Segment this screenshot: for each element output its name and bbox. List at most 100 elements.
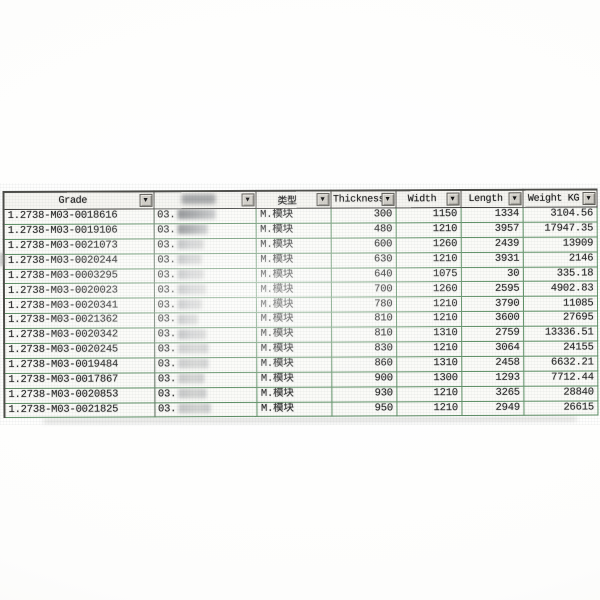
type-cell[interactable]: M.模块 [255,237,331,254]
length-cell[interactable]: 1334 [460,207,523,223]
thickness-cell[interactable]: 300 [330,207,396,223]
length-cell[interactable]: 30 [460,266,523,282]
grade-cell[interactable]: 1.2738-M03-0020023 [3,283,154,299]
length-cell[interactable]: 2759 [461,326,524,342]
length-cell[interactable]: 2439 [460,237,523,253]
type-cell[interactable]: M.模块 [256,327,332,343]
code-cell[interactable]: 03. [153,208,256,224]
type-cell[interactable]: M.模块 [256,401,332,417]
type-cell[interactable]: M.模块 [255,222,331,239]
width-cell[interactable]: 1260 [395,237,461,253]
width-cell[interactable]: 1210 [395,222,461,238]
thickness-cell[interactable]: 480 [330,222,396,238]
thickness-cell[interactable]: 930 [331,386,397,402]
length-cell[interactable]: 3790 [460,296,524,312]
code-cell[interactable]: 03. [153,238,256,254]
grade-cell[interactable]: 1.2738-M03-0021825 [4,402,155,418]
width-cell[interactable]: 1210 [396,401,462,417]
code-cell[interactable]: 03. [153,267,256,284]
thickness-cell[interactable]: 810 [331,312,397,328]
length-cell[interactable]: 2595 [460,281,523,297]
code-cell[interactable]: 03. [154,372,257,388]
grade-cell[interactable]: 1.2738-M03-0020342 [4,328,155,344]
grade-cell[interactable]: 1.2738-M03-0017867 [4,372,155,389]
grade-cell[interactable]: 1.2738-M03-0019484 [4,357,155,374]
code-cell[interactable]: 03. [154,402,257,418]
code-cell[interactable]: 03. [154,312,257,329]
filter-dropdown-button-width[interactable]: ▼ [446,192,460,206]
thickness-cell[interactable]: 780 [330,297,397,313]
weight-cell[interactable]: 3104.56 [522,206,597,223]
grade-cell[interactable]: 1.2738-M03-0020853 [4,387,155,404]
weight-cell[interactable]: 27695 [523,311,598,327]
grade-cell[interactable]: 1.2738-M03-0003295 [3,268,154,284]
length-cell[interactable]: 3957 [460,222,523,238]
code-cell[interactable]: 03. [153,253,256,269]
grade-cell[interactable]: 1.2738-M03-0020341 [3,298,155,314]
weight-cell[interactable]: 7712.44 [523,370,598,386]
weight-cell[interactable]: 335.18 [522,266,597,282]
grade-cell[interactable]: 1.2738-M03-0020244 [3,253,154,270]
width-cell[interactable]: 1300 [396,371,462,387]
type-cell[interactable]: M.模块 [255,267,331,283]
weight-cell[interactable]: 13336.51 [523,326,598,342]
type-cell[interactable]: M.模块 [255,252,331,268]
filter-dropdown-button-grade[interactable]: ▼ [139,193,153,207]
type-cell[interactable]: M.模块 [255,297,332,313]
length-cell[interactable]: 1293 [461,371,524,387]
thickness-cell[interactable]: 600 [330,237,396,253]
thickness-cell[interactable]: 700 [330,282,396,298]
weight-cell[interactable]: 13909 [522,236,597,252]
width-cell[interactable]: 1210 [395,296,462,313]
length-cell[interactable]: 3265 [461,385,524,402]
thickness-cell[interactable]: 630 [330,252,396,268]
type-cell[interactable]: M.模块 [256,357,332,373]
type-cell[interactable]: M.模块 [255,208,331,224]
code-cell[interactable]: 03. [153,297,257,314]
length-cell[interactable]: 2458 [461,356,524,372]
grade-cell[interactable]: 1.2738-M03-0021362 [4,313,155,329]
type-cell[interactable]: M.模块 [255,282,331,298]
filter-dropdown-button-weight-kg[interactable]: ▼ [582,191,596,206]
code-cell[interactable]: 03. [153,282,256,299]
code-cell[interactable]: 03. [154,387,257,403]
filter-dropdown-button-type[interactable]: ▼ [316,193,330,207]
length-cell[interactable]: 3064 [461,341,524,357]
grade-cell[interactable]: 1.2738-M03-0021073 [3,238,154,255]
length-cell[interactable]: 2949 [461,400,524,417]
thickness-cell[interactable]: 900 [331,371,397,387]
thickness-cell[interactable]: 640 [330,267,396,283]
width-cell[interactable]: 1210 [395,252,461,268]
type-cell[interactable]: M.模块 [256,386,332,403]
grade-cell[interactable]: 1.2738-M03-0020245 [4,342,155,359]
code-cell[interactable]: 03. [154,342,257,358]
thickness-cell[interactable]: 860 [331,356,397,372]
width-cell[interactable]: 1310 [396,356,462,372]
width-cell[interactable]: 1210 [396,311,462,327]
weight-cell[interactable]: 11085 [522,296,598,312]
thickness-cell[interactable]: 810 [331,326,397,343]
thickness-cell[interactable]: 830 [331,341,397,358]
weight-cell[interactable]: 2146 [522,251,597,267]
grade-cell[interactable]: 1.2738-M03-0019106 [3,223,154,240]
length-cell[interactable]: 3600 [461,311,524,327]
weight-cell[interactable]: 6632.21 [523,355,598,372]
filter-dropdown-button-length[interactable]: ▼ [508,192,522,206]
weight-cell[interactable]: 4902.83 [522,281,597,297]
weight-cell[interactable]: 28840 [523,385,598,401]
type-cell[interactable]: M.模块 [256,342,332,358]
width-cell[interactable]: 1210 [396,386,462,402]
type-cell[interactable]: M.模块 [256,312,332,328]
code-cell[interactable]: 03. [154,357,257,373]
code-cell[interactable]: 03. [154,327,257,343]
weight-cell[interactable]: 24155 [523,340,598,357]
weight-cell[interactable]: 17947.35 [522,221,597,238]
code-cell[interactable]: 03. [153,223,256,239]
width-cell[interactable]: 1310 [396,326,462,342]
filter-dropdown-button-heat-no[interactable]: ▼ [241,193,255,207]
type-cell[interactable]: M.模块 [256,371,332,388]
width-cell[interactable]: 1210 [396,341,462,357]
length-cell[interactable]: 3931 [460,251,523,268]
filter-dropdown-button-thickness[interactable]: ▼ [381,192,395,206]
weight-cell[interactable]: 26615 [523,400,598,416]
